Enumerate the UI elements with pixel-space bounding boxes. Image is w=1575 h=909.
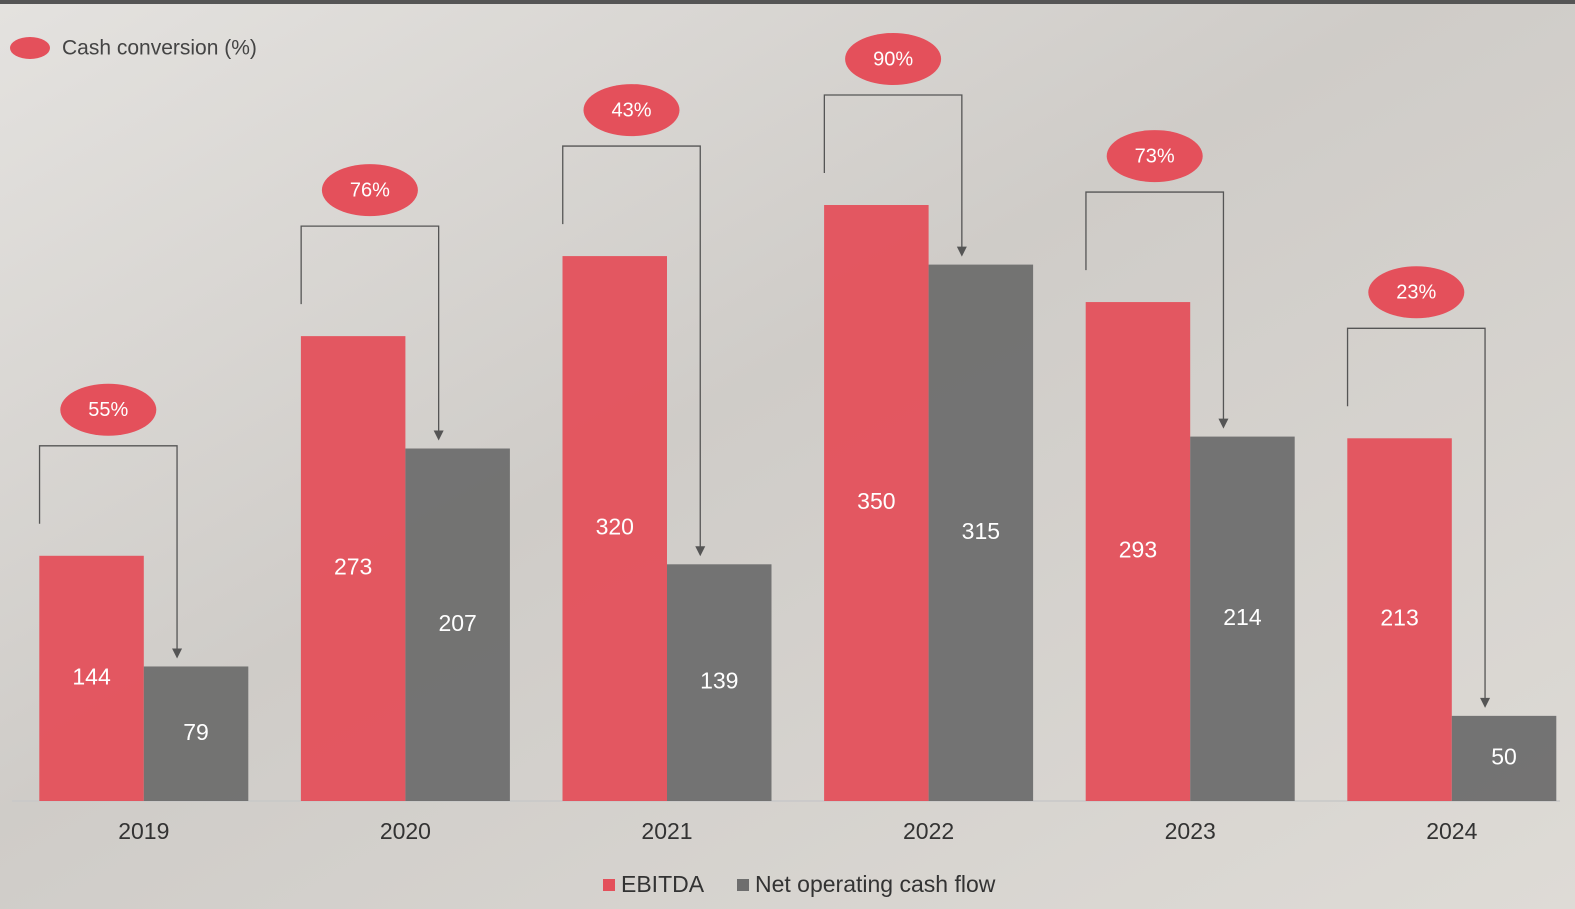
conversion-marker	[60, 383, 157, 436]
value-label: 139	[700, 668, 738, 694]
value-label: 213	[1380, 605, 1418, 631]
conversion-marker	[583, 84, 680, 137]
arrow-head	[1218, 418, 1229, 429]
bracket	[1346, 327, 1486, 706]
top-border	[0, 0, 1575, 4]
bar	[1451, 715, 1557, 801]
value-label: 320	[596, 514, 634, 540]
conversion-marker	[845, 33, 942, 85]
bar	[824, 205, 929, 801]
bar	[39, 555, 144, 801]
legend-label: Net operating cash flow	[755, 871, 996, 897]
value-label: 293	[1119, 537, 1157, 563]
x-tick-label: 2022	[903, 818, 954, 844]
bar	[562, 256, 667, 802]
conversion-marker	[1106, 130, 1203, 183]
arrow-head	[956, 246, 967, 257]
arrow-head	[172, 648, 183, 659]
bracket	[823, 94, 963, 255]
conversion-label: 76%	[350, 179, 390, 201]
value-label: 50	[1491, 744, 1517, 770]
value-label: 214	[1223, 604, 1262, 630]
value-label: 315	[962, 518, 1000, 544]
legend-marker	[737, 879, 749, 891]
bar	[667, 564, 772, 801]
conversion-label: 90%	[873, 48, 913, 70]
x-tick-label: 2023	[1165, 818, 1216, 844]
value-label: 350	[857, 488, 895, 514]
bar	[300, 336, 406, 801]
bar	[143, 666, 249, 801]
bar	[928, 264, 1034, 802]
bracket	[562, 145, 701, 555]
conversion-label: 43%	[611, 99, 651, 121]
bracket	[38, 445, 178, 657]
value-label: 79	[183, 719, 209, 745]
conversion-marker	[321, 164, 418, 217]
legend-marker	[603, 879, 615, 891]
legend-label: EBITDA	[621, 871, 705, 897]
bracket	[300, 225, 440, 439]
x-tick-label: 2019	[118, 818, 169, 844]
arrow-head	[1480, 697, 1491, 708]
x-tick-label: 2020	[380, 818, 431, 844]
value-label: 207	[438, 610, 476, 636]
arrow-head	[695, 546, 706, 557]
x-tick-label: 2021	[641, 818, 692, 844]
bracket	[1085, 191, 1225, 427]
legend-label: Cash conversion (%)	[62, 37, 257, 60]
value-label: 144	[72, 663, 111, 689]
conversion-marker	[1368, 266, 1465, 319]
legend-marker	[10, 37, 50, 59]
value-label: 273	[334, 554, 372, 580]
arrow-head	[433, 430, 444, 441]
conversion-label: 73%	[1135, 145, 1175, 167]
bar	[405, 448, 510, 801]
x-tick-label: 2024	[1426, 818, 1477, 844]
conversion-label: 23%	[1396, 282, 1436, 304]
bar	[1085, 302, 1191, 801]
bar	[1190, 436, 1295, 801]
conversion-label: 55%	[88, 399, 128, 421]
bar	[1347, 438, 1452, 801]
